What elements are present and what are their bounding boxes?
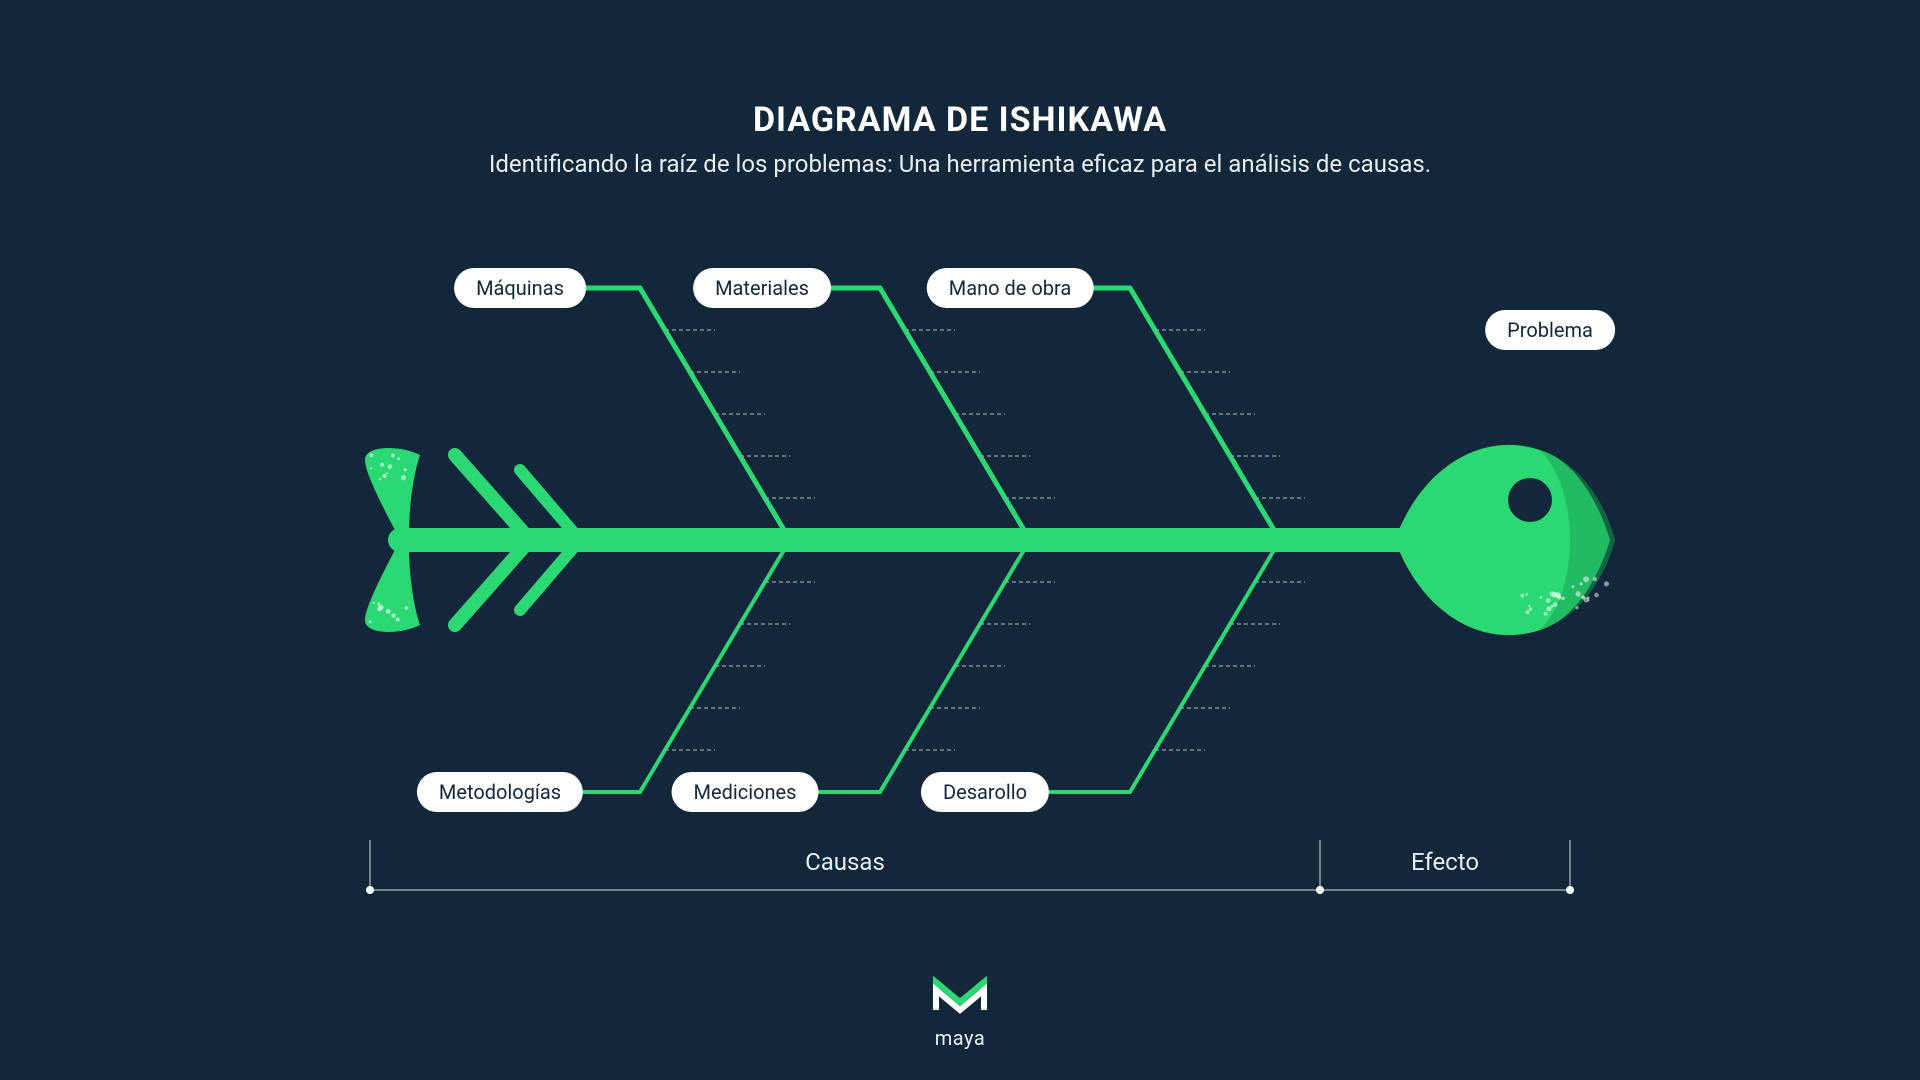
logo-text: maya [930, 1026, 990, 1050]
cause-pill-bottom-2: Desarollo [921, 772, 1049, 812]
cause-pill-top-1: Materiales [693, 268, 831, 308]
cause-pill-bottom-1: Mediciones [672, 772, 819, 812]
logo: maya [930, 970, 990, 1050]
axis-label-efecto: Efecto [1411, 848, 1479, 876]
problem-pill: Problema [1485, 310, 1615, 350]
axis-label-causas: Causas [805, 848, 885, 876]
cause-pill-top-2: Mano de obra [927, 268, 1094, 308]
cause-pill-top-0: Máquinas [454, 268, 586, 308]
logo-icon [930, 970, 990, 1016]
cause-pill-bottom-0: Metodologías [417, 772, 583, 812]
ishikawa-diagram [0, 0, 1920, 1080]
